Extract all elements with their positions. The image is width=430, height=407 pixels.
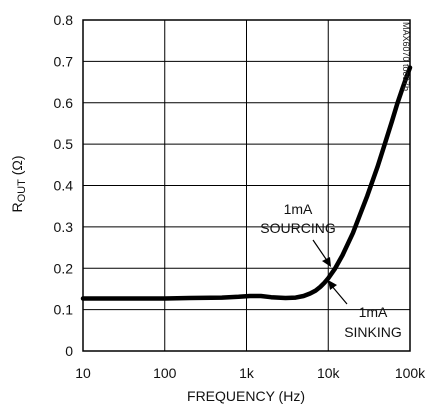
annotation-sinking-line1: 1mA [359,304,388,320]
y-tick-label-7: 0.7 [54,53,74,69]
y-tick-label-0: 0 [65,343,73,359]
x-tick-labels: 10 100 1k 10k 100k [75,365,426,381]
plot-frame [82,19,411,352]
annotation-sinking-line2: SINKING [344,324,402,340]
y-tick-label-1: 0.1 [54,302,74,318]
annotation-sourcing: 1mA SOURCING [260,201,336,267]
annotation-sourcing-arrowhead [322,257,331,267]
series-line [80,65,413,301]
x-tick-label-4: 100k [395,365,426,381]
y-tick-label-5: 0.5 [54,136,74,152]
x-tick-label-2: 1k [239,365,255,381]
y-axis-title-unit: (Ω) [9,155,25,179]
y-tick-label-4: 0.4 [54,178,74,194]
annotation-sinking: 1mA SINKING [328,280,402,340]
chart-code-watermark: MAX6070 toc07b [401,22,411,91]
y-tick-label-2: 0.2 [54,260,74,276]
y-axis-title: ROUT (Ω) [9,155,28,212]
annotation-sourcing-arrow [312,239,329,263]
grid-lines [82,19,411,352]
y-axis-title-main: R [9,202,25,212]
x-tick-label-1: 100 [153,365,177,381]
annotation-sourcing-line1: 1mA [284,201,313,217]
y-tick-label-8: 0.8 [54,12,74,28]
x-axis-title: FREQUENCY (Hz) [187,388,305,404]
annotation-sourcing-line2: SOURCING [260,220,335,236]
y-axis-title-subscript: OUT [16,179,28,203]
y-tick-labels: 0 0.1 0.2 0.3 0.4 0.5 0.6 0.7 0.8 [54,12,74,359]
y-tick-label-6: 0.6 [54,95,74,111]
x-tick-label-0: 10 [75,365,91,381]
annotation-sinking-arrow [330,284,348,305]
annotation-sinking-arrowhead [328,280,337,290]
x-tick-label-3: 10k [317,365,341,381]
y-tick-label-3: 0.3 [54,219,74,235]
